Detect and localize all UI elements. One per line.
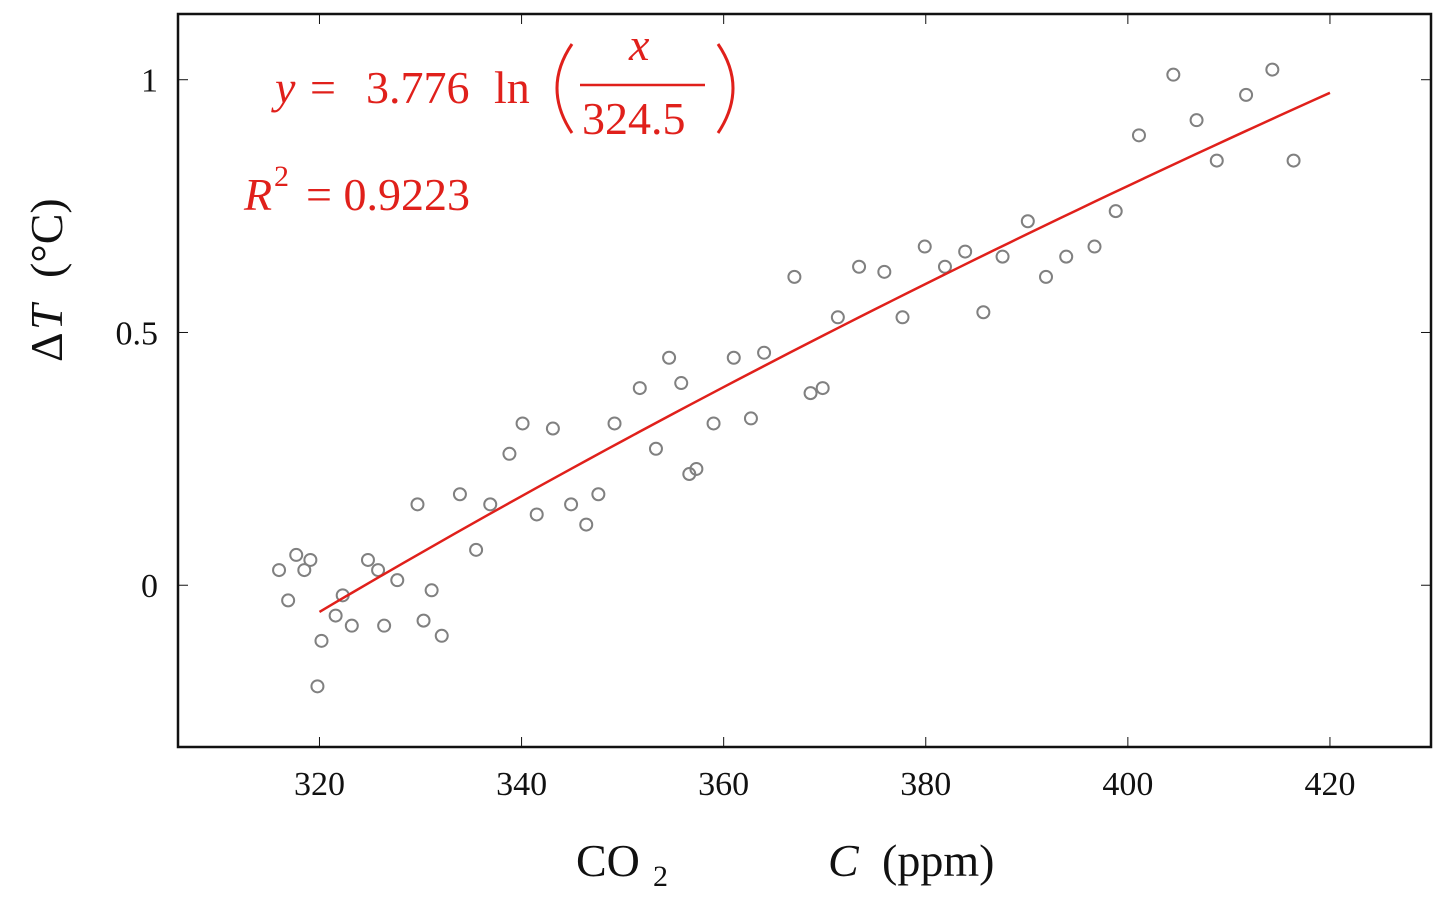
data-point — [1059, 249, 1074, 264]
equation-denominator: 324.5 — [582, 93, 686, 144]
data-point — [958, 244, 973, 259]
data-point — [726, 350, 741, 365]
data-point — [1189, 113, 1204, 128]
right-paren — [716, 43, 735, 134]
tick-labels: 320 340 360 380 400 420 0 0.5 1 — [116, 63, 1356, 803]
data-point — [483, 497, 498, 512]
data-point — [469, 542, 484, 557]
data-point — [452, 487, 467, 502]
data-point — [579, 517, 594, 532]
data-point — [706, 416, 721, 431]
data-point — [1087, 239, 1102, 254]
equation-coefficient: 3.776 — [366, 62, 470, 113]
r2-variable: R — [243, 169, 272, 220]
data-point — [360, 552, 375, 567]
fit-line — [318, 91, 1331, 613]
data-point — [787, 269, 802, 284]
data-point — [390, 573, 405, 588]
data-point — [895, 310, 910, 325]
x-label-subscript: 2 — [653, 860, 668, 893]
data-point — [1131, 128, 1146, 143]
x-label-variable: C — [828, 835, 860, 886]
data-point — [743, 411, 758, 426]
data-point — [502, 446, 517, 461]
data-point — [976, 305, 991, 320]
data-point — [757, 345, 772, 360]
data-point — [815, 381, 830, 396]
data-point — [564, 497, 579, 512]
data-points — [272, 62, 1301, 694]
plot-frame — [176, 12, 1433, 749]
data-point — [662, 350, 677, 365]
data-point — [917, 239, 932, 254]
data-point — [410, 497, 425, 512]
data-point — [434, 628, 449, 643]
data-point — [515, 416, 530, 431]
y-label-unit: (°C) — [21, 198, 72, 278]
x-tick-label: 420 — [1304, 766, 1355, 803]
data-point — [1020, 214, 1035, 229]
x-axis-label: CO 2 C (ppm) — [576, 835, 994, 893]
data-point — [632, 381, 647, 396]
r2-exponent: 2 — [274, 160, 289, 193]
r-squared-annotation: R 2 = 0.9223 — [243, 160, 470, 220]
equation-numerator: x — [628, 19, 650, 70]
data-point — [529, 507, 544, 522]
data-point — [648, 441, 663, 456]
data-point — [1239, 87, 1254, 102]
data-point — [1209, 153, 1224, 168]
data-point — [1166, 67, 1181, 82]
data-point — [281, 593, 296, 608]
data-point — [297, 563, 312, 578]
data-point — [289, 547, 304, 562]
equation-lhs: y — [271, 62, 296, 113]
data-point — [314, 633, 329, 648]
data-point — [1265, 62, 1280, 77]
x-tick-label: 340 — [496, 766, 547, 803]
data-point — [1286, 153, 1301, 168]
data-point — [852, 259, 867, 274]
data-point — [830, 310, 845, 325]
x-tick-label: 380 — [900, 766, 951, 803]
y-tick-label: 0 — [141, 568, 158, 605]
data-point — [803, 386, 818, 401]
data-point — [416, 613, 431, 628]
data-point — [591, 487, 606, 502]
equation-equals: = — [310, 62, 336, 113]
data-point — [1108, 204, 1123, 219]
data-point — [344, 618, 359, 633]
data-point — [877, 264, 892, 279]
data-point — [328, 608, 343, 623]
data-point — [310, 679, 325, 694]
data-point — [689, 461, 704, 476]
data-point — [545, 421, 560, 436]
data-point — [371, 563, 386, 578]
x-tick-label: 320 — [294, 766, 345, 803]
x-label-unit: (ppm) — [882, 835, 994, 886]
equation-ln: ln — [494, 62, 530, 113]
data-point — [377, 618, 392, 633]
y-label-delta: Δ — [21, 332, 72, 362]
x-label-prefix: CO — [576, 835, 640, 886]
y-label-variable: T — [21, 301, 72, 330]
equation-annotation: y = 3.776 ln x 324.5 — [271, 19, 735, 144]
left-paren — [555, 43, 574, 134]
data-point — [674, 376, 689, 391]
data-point — [937, 259, 952, 274]
axis-ticks — [178, 14, 1431, 747]
y-tick-label: 0.5 — [116, 315, 159, 352]
data-point — [995, 249, 1010, 264]
x-tick-label: 400 — [1102, 766, 1153, 803]
data-point — [272, 563, 287, 578]
data-point — [303, 552, 318, 567]
y-axis-label: Δ T (°C) — [21, 198, 72, 362]
x-tick-label: 360 — [698, 766, 749, 803]
y-tick-label: 1 — [141, 63, 158, 100]
r2-value: = 0.9223 — [306, 169, 470, 220]
data-point — [424, 583, 439, 598]
data-point — [1039, 269, 1054, 284]
data-point — [607, 416, 622, 431]
